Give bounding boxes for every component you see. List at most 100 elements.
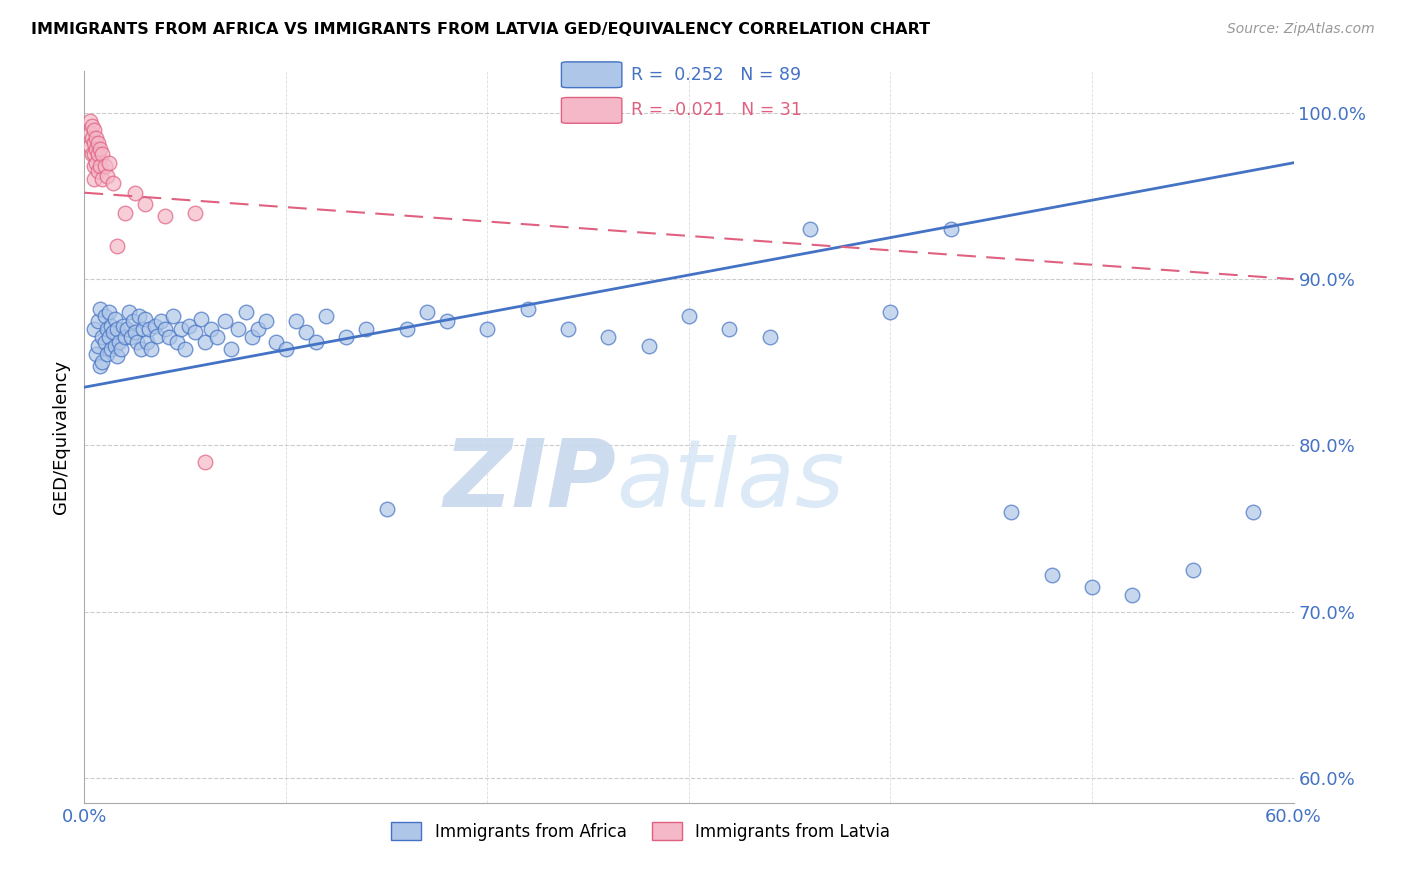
Point	[89, 301, 111, 317]
Point	[1081, 580, 1104, 594]
Point	[89, 359, 111, 373]
Point	[799, 222, 821, 236]
Point	[104, 338, 127, 352]
Point	[285, 314, 308, 328]
Point	[101, 326, 124, 340]
Point	[179, 318, 201, 333]
Point	[166, 335, 188, 350]
Point	[111, 318, 134, 333]
Point	[162, 309, 184, 323]
Point	[153, 322, 176, 336]
Point	[97, 155, 120, 169]
Text: IMMIGRANTS FROM AFRICA VS IMMIGRANTS FROM LATVIA GED/EQUIVALENCY CORRELATION CHA: IMMIGRANTS FROM AFRICA VS IMMIGRANTS FRO…	[31, 22, 929, 37]
Point	[89, 159, 111, 173]
Point	[105, 322, 128, 336]
Point	[125, 335, 148, 350]
Legend: Immigrants from Africa, Immigrants from Latvia: Immigrants from Africa, Immigrants from …	[382, 814, 898, 849]
Point	[86, 155, 108, 169]
Point	[129, 342, 152, 356]
Point	[91, 330, 114, 344]
Point	[305, 335, 328, 350]
Point	[637, 338, 659, 352]
Point	[758, 330, 780, 344]
Point	[157, 330, 180, 344]
Point	[1121, 588, 1143, 602]
Point	[87, 314, 110, 328]
Point	[436, 314, 458, 328]
Point	[207, 330, 229, 344]
Point	[87, 147, 110, 161]
Point	[100, 318, 122, 333]
Point	[87, 136, 110, 150]
Point	[82, 119, 104, 133]
Point	[86, 143, 108, 157]
Point	[132, 322, 155, 336]
Point	[416, 305, 439, 319]
Point	[120, 330, 142, 344]
Point	[194, 335, 217, 350]
Point	[718, 322, 741, 336]
Point	[89, 143, 111, 157]
Point	[79, 139, 101, 153]
Point	[356, 322, 378, 336]
Point	[138, 322, 160, 336]
Point	[134, 197, 156, 211]
Text: R =  0.252   N = 89: R = 0.252 N = 89	[631, 66, 801, 84]
Point	[97, 330, 120, 344]
Point	[91, 355, 114, 369]
Point	[598, 330, 620, 344]
Point	[939, 222, 962, 236]
Text: ZIP: ZIP	[443, 435, 616, 527]
FancyBboxPatch shape	[561, 97, 621, 123]
Point	[79, 114, 101, 128]
Point	[315, 309, 337, 323]
Point	[93, 159, 115, 173]
Point	[170, 322, 193, 336]
Point	[124, 326, 146, 340]
Point	[516, 301, 538, 317]
Point	[83, 159, 105, 173]
Text: R = -0.021   N = 31: R = -0.021 N = 31	[631, 102, 801, 120]
Text: atlas: atlas	[616, 435, 845, 526]
Point	[83, 322, 105, 336]
Point	[118, 305, 141, 319]
Point	[557, 322, 579, 336]
Point	[194, 455, 217, 469]
Point	[395, 322, 418, 336]
Point	[93, 309, 115, 323]
Point	[83, 147, 105, 161]
Point	[1040, 568, 1063, 582]
Point	[124, 186, 146, 200]
Point	[115, 322, 138, 336]
FancyBboxPatch shape	[561, 62, 621, 87]
Point	[153, 209, 176, 223]
Point	[226, 322, 249, 336]
Point	[139, 342, 162, 356]
Point	[200, 322, 222, 336]
Point	[91, 172, 114, 186]
Point	[107, 335, 129, 350]
Point	[104, 312, 127, 326]
Point	[149, 314, 172, 328]
Point	[101, 176, 124, 190]
Point	[1181, 563, 1204, 577]
Point	[82, 131, 104, 145]
Point	[83, 136, 105, 150]
Point	[83, 122, 105, 136]
Point	[235, 305, 257, 319]
Point	[184, 205, 207, 219]
Point	[91, 147, 114, 161]
Point	[143, 318, 166, 333]
Point	[82, 147, 104, 161]
Point	[295, 326, 318, 340]
Point	[96, 322, 118, 336]
Point	[121, 314, 143, 328]
Point	[246, 322, 269, 336]
Point	[240, 330, 263, 344]
Point	[214, 314, 236, 328]
Point	[221, 342, 243, 356]
Point	[100, 342, 122, 356]
Point	[79, 126, 101, 140]
Point	[110, 342, 132, 356]
Point	[114, 330, 136, 344]
